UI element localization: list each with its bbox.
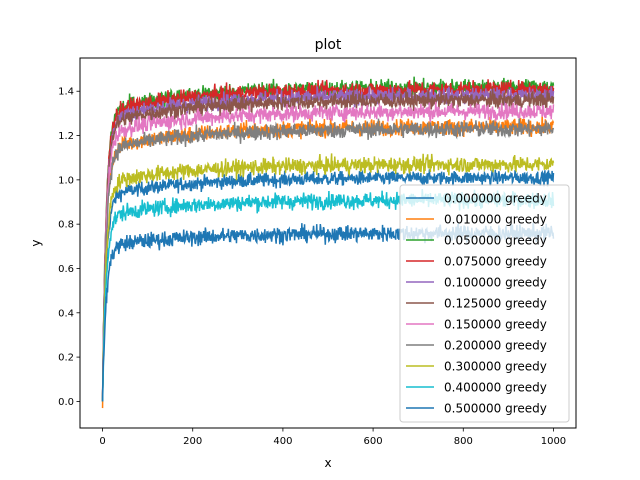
legend: 0.000000 greedy 0.010000 greedy 0.050000 g…: [399, 184, 570, 423]
x-axis-label: x: [324, 456, 331, 470]
y-tick-label: 0.8: [58, 220, 74, 231]
x-tick-label: 1000: [541, 436, 566, 447]
legend-entry: 0.100000 greedy: [444, 276, 547, 290]
series-line-8: [101, 153, 555, 402]
series-layer: [101, 76, 555, 409]
y-tick-label: 0.2: [58, 353, 74, 364]
x-tick-label: 200: [183, 436, 202, 447]
series-line-3: [101, 79, 555, 402]
y-tick-label: 0.6: [58, 264, 74, 275]
plot-frame: [79, 57, 577, 429]
legend-entry: 0.010000 greedy: [444, 213, 547, 227]
y-tick-label: 1.0: [58, 175, 74, 186]
y-axis: 0.0 0.2 0.4 0.6 0.8 1.0 1.2 1.4: [58, 87, 80, 408]
y-tick-label: 0.0: [58, 397, 74, 408]
legend-entry: 0.075000 greedy: [444, 255, 547, 269]
x-tick-label: 800: [454, 436, 473, 447]
legend-entry: 0.125000 greedy: [444, 297, 547, 311]
legend-entry: 0.500000 greedy: [444, 402, 547, 416]
y-tick-label: 1.2: [58, 131, 74, 142]
x-tick-label: 0: [99, 436, 105, 447]
legend-box: [399, 184, 570, 423]
series-line-7: [101, 118, 555, 402]
x-axis: 0 200 400 600 800 1000: [99, 428, 566, 447]
legend-entry: 0.150000 greedy: [444, 318, 547, 332]
x-tick-label: 400: [273, 436, 292, 447]
legend-entry: 0.300000 greedy: [444, 360, 547, 374]
y-tick-label: 1.4: [58, 87, 74, 98]
series-line-6: [101, 101, 555, 402]
y-tick-label: 0.4: [58, 308, 74, 319]
series-line-0: [101, 169, 555, 402]
y-axis-label: y: [29, 239, 43, 246]
legend-entry: 0.050000 greedy: [444, 234, 547, 248]
x-tick-label: 600: [364, 436, 383, 447]
legend-entry: 0.400000 greedy: [444, 381, 547, 395]
legend-entry: 0.200000 greedy: [444, 339, 547, 353]
chart-title: plot: [315, 37, 342, 53]
legend-entry: 0.000000 greedy: [444, 192, 547, 206]
